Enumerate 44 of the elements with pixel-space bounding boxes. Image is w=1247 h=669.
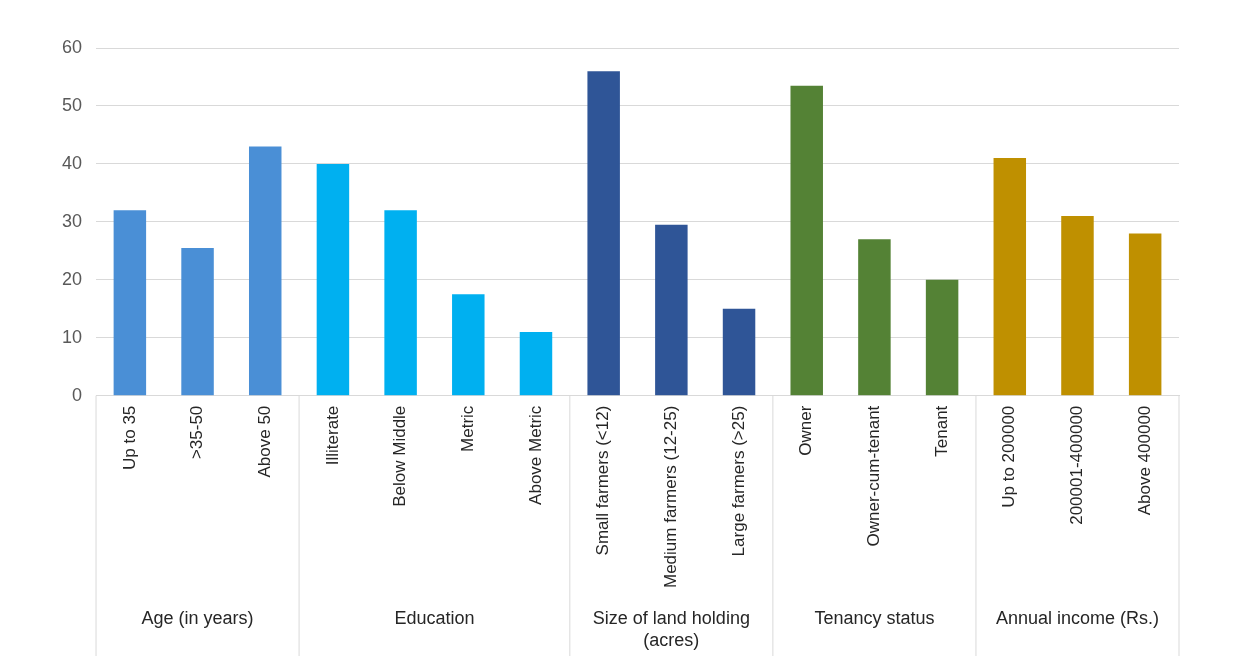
- y-tick-label: 40: [61, 152, 83, 173]
- x-tick-label: Up to 35: [119, 405, 139, 470]
- x-tick-label: Small farmers (<12): [593, 405, 613, 556]
- bar: [452, 294, 485, 396]
- bar: [519, 331, 553, 396]
- bar: [587, 71, 620, 396]
- x-tick-label: Above 50: [254, 405, 274, 478]
- x-tick-label: Tenant: [931, 405, 951, 457]
- x-tick-label: 200001-400000: [1067, 405, 1087, 525]
- y-tick-label: 60: [61, 36, 83, 57]
- bar: [1061, 216, 1094, 396]
- x-tick-label: Owner-cum-tenant: [864, 405, 884, 547]
- x-tick-label: Large farmers (>25): [728, 405, 748, 557]
- y-tick-label: 0: [72, 384, 83, 405]
- text: Annual income (Rs.): [995, 607, 1160, 628]
- x-tick-label: Illiterate: [322, 405, 342, 466]
- x-tick-label: >35-50: [187, 405, 207, 460]
- bar: [722, 308, 756, 396]
- bar: [248, 146, 282, 396]
- x-tick-label: Medium farmers (12-25): [661, 405, 681, 588]
- x-tick-label: Above 400000: [1134, 405, 1154, 516]
- x-tick-label: Up to 200000: [999, 405, 1019, 508]
- bar: [925, 279, 959, 396]
- text: Tenancy status: [814, 607, 935, 628]
- y-tick-label: 30: [61, 210, 83, 231]
- text: Size of land holding (acres): [592, 607, 750, 650]
- y-tick-label: 20: [61, 268, 83, 289]
- bar: [790, 85, 823, 396]
- bar: [113, 210, 147, 396]
- bar: [181, 247, 214, 396]
- x-tick-label: Owner: [796, 405, 816, 456]
- text: Age (in years): [141, 607, 254, 628]
- bar: [1128, 233, 1162, 396]
- x-tick-label: Metric: [457, 405, 477, 452]
- bar: [384, 210, 417, 396]
- bar: [858, 239, 891, 396]
- x-tick-label: Below Middle: [390, 405, 410, 507]
- bar: [316, 163, 350, 396]
- y-tick-label: 50: [61, 94, 83, 115]
- text: Education: [394, 607, 475, 628]
- x-tick-label: Above Metric: [525, 405, 545, 505]
- bar: [655, 224, 688, 396]
- y-tick-label: 10: [61, 326, 83, 347]
- bar: [993, 158, 1027, 396]
